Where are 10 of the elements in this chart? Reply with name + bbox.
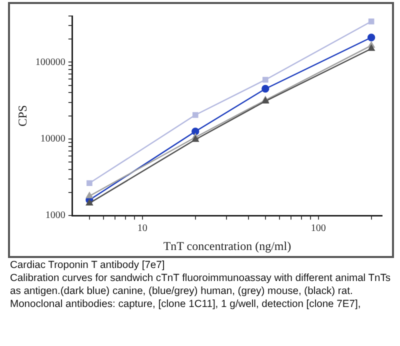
y-tick-label: 10000 bbox=[40, 134, 66, 145]
text: Calibration curves for sandwich cTnT fluoroimmunoassay with different animal TnTs as antigen.(dark blue) canine, (blue/grey) human, (grey) mouse, (black) rat. bbox=[10, 272, 392, 298]
y-tick-label: 100000 bbox=[35, 56, 66, 68]
text: Cardiac Troponin T antibody [7e7] bbox=[10, 259, 166, 272]
text: Monoclonal antibodies: capture, [clone 1C11], 1 g/well, detection [clone 7E7], bbox=[10, 298, 362, 311]
x-tick-label: 100 bbox=[310, 223, 326, 234]
x-axis-title: TnT concentration (ng/ml) bbox=[163, 238, 292, 253]
y-axis-title: CPS bbox=[15, 105, 30, 126]
x-tick-label: 10 bbox=[137, 223, 148, 234]
y-tick-label: 1000 bbox=[45, 210, 66, 222]
